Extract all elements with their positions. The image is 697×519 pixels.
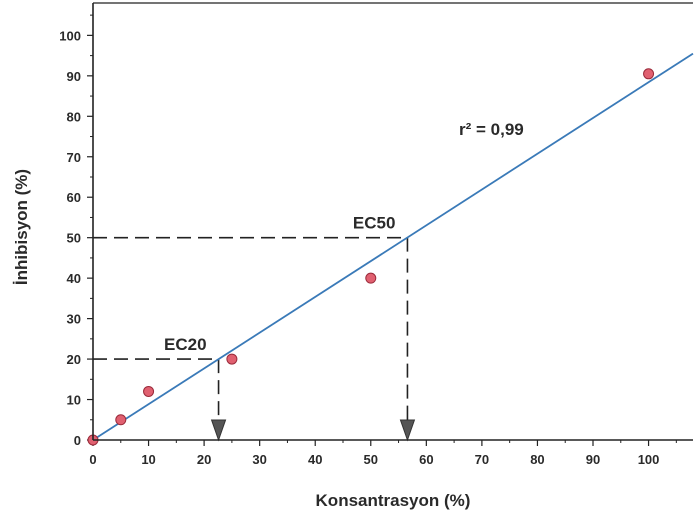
data-point [143,385,155,397]
ec-arrow [399,419,416,442]
y-tick-label: 70 [67,150,81,165]
x-tick-label: 40 [308,452,322,467]
x-tick-label: 100 [638,452,660,467]
x-axis-label: Konsantrasyon (%) [316,491,471,510]
y-tick-label: 90 [67,69,81,84]
ec-arrow [210,419,227,442]
x-tick-label: 10 [141,452,155,467]
axes [92,2,693,441]
fit-line-layer [92,52,694,441]
x-tick-label: 20 [197,452,211,467]
ec-label: EC50 [353,214,396,233]
y-tick-label: 50 [67,231,81,246]
r-squared-label: r² = 0,99 [459,120,524,139]
x-tick-label: 70 [475,452,489,467]
x-tick-label: 90 [586,452,600,467]
y-tick-label: 60 [67,190,81,205]
ec-label: EC20 [164,335,207,354]
data-points [87,68,655,446]
x-tick-label: 50 [364,452,378,467]
data-point [115,414,127,426]
fit-line [92,52,694,441]
y-tick-label: 30 [67,312,81,327]
x-tick-label: 80 [530,452,544,467]
y-tick-label: 0 [74,433,81,448]
x-tick-label: 60 [419,452,433,467]
ec-guides [93,236,416,442]
ticks-layer: 0 10 20 30 40 50 60 70 80 90 100 0 10 20 30 40 50 60 70 80 9… [59,14,677,467]
x-tick-label: 0 [89,452,96,467]
y-tick-label: 80 [67,109,81,124]
y-axis-label: İnhibisyon (%) [12,169,31,285]
y-tick-label: 10 [67,393,81,408]
x-tick-label: 30 [252,452,266,467]
y-tick-label: 100 [59,28,81,43]
data-point [365,272,377,284]
annotations: EC20 EC50 [164,214,395,354]
y-tick-label: 40 [67,271,81,286]
data-point [226,353,238,365]
y-tick-label: 20 [67,352,81,367]
data-point [643,68,655,80]
